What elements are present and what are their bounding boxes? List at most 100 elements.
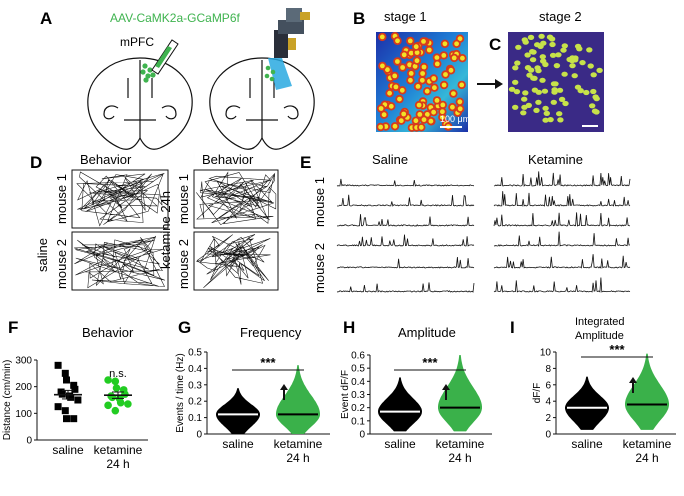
cell-blob-core <box>408 71 414 76</box>
x-category-label: ketamine <box>436 437 485 451</box>
cell-blob-core <box>408 77 413 83</box>
cell-blob-core <box>388 103 394 109</box>
x-category-label: ketamine <box>274 437 323 451</box>
cell-blob-core <box>459 82 465 88</box>
cell-blob-core <box>421 117 427 123</box>
cell-footprint <box>520 110 527 116</box>
cell-footprint <box>529 49 536 55</box>
cell-blob-core <box>434 98 440 103</box>
violin-ketamine <box>438 355 482 432</box>
panel-d-title-right: Behavior <box>202 152 254 167</box>
locomotion-path <box>76 171 165 227</box>
cell-footprint <box>530 75 537 81</box>
x-category-label: ketamine <box>94 443 143 457</box>
cell-blob-core <box>451 55 457 61</box>
panel-e: E Saline Ketamine mouse 1 mouse 2 <box>300 152 631 293</box>
panel-a: A AAV-CaMK2a-GCaMP6f mPFC <box>40 8 315 150</box>
trace-saline-2 <box>337 194 475 207</box>
data-point-ketamine <box>112 384 121 392</box>
data-point-ketamine <box>116 398 125 407</box>
cell-blob-core <box>378 124 383 130</box>
arena-box <box>193 169 279 229</box>
panel-i-title-line1: Integrated <box>575 316 625 328</box>
panel-a-label: A <box>40 9 52 28</box>
y-tick-label: 4 <box>545 397 551 408</box>
y-tick-label: 0 <box>196 430 202 441</box>
cell-footprint <box>589 103 596 109</box>
cell-blob-core <box>448 67 454 73</box>
group-label-saline: saline <box>35 238 50 272</box>
data-point-saline <box>74 396 82 404</box>
cell-footprint <box>583 89 590 96</box>
cell-blob-core <box>401 52 407 58</box>
data-point-saline <box>70 415 78 423</box>
cell-blob-core <box>440 109 445 115</box>
data-point-saline <box>67 393 75 401</box>
panel-d-title-left: Behavior <box>80 152 132 167</box>
y-tick-label: 0.1 <box>351 416 365 427</box>
x-category-label: saline <box>222 437 254 451</box>
cell-footprint <box>579 60 586 66</box>
cell-footprint <box>508 86 516 92</box>
cell-footprint <box>558 96 566 102</box>
trace-saline-1 <box>336 178 475 187</box>
y-axis-label: Distance (cm/min) <box>2 360 13 441</box>
data-point-saline <box>61 407 69 415</box>
y-tick-label: 0.1 <box>188 413 202 424</box>
arena-box <box>71 231 169 291</box>
cell-blob-core <box>417 112 423 117</box>
y-tick-label: 0.4 <box>188 364 202 375</box>
cell-footprint <box>531 87 539 93</box>
cell-footprint <box>561 71 568 77</box>
cell-footprint <box>515 44 522 50</box>
trace-saline-4 <box>336 234 475 247</box>
y-axis-label: dF/F <box>532 383 543 404</box>
y-tick-label: 6 <box>545 380 551 391</box>
y-tick-label: 100 <box>15 409 32 420</box>
cell-blob-core <box>412 63 418 69</box>
cell-footprint <box>574 43 582 49</box>
trace-ketamine-2 <box>493 191 631 207</box>
data-point-ketamine <box>104 376 112 384</box>
significance-label: *** <box>260 355 276 370</box>
cell-blob-core <box>395 59 400 64</box>
panel-e-mouse2-label: mouse 2 <box>312 243 327 293</box>
data-point-saline <box>54 403 62 411</box>
cell-blob-core <box>440 102 446 108</box>
y-tick-label: 0 <box>545 430 551 441</box>
cell-footprint <box>542 105 549 111</box>
trace-ketamine-5 <box>493 254 631 269</box>
trace-saline-6 <box>336 282 475 293</box>
cell-blob-core <box>387 90 392 96</box>
cell-blob-core <box>416 102 422 108</box>
cell-blob-core <box>431 76 437 81</box>
cell-footprint <box>535 68 542 74</box>
cell-blob-core <box>450 104 455 110</box>
x-category-label: saline <box>571 437 603 451</box>
violin-saline <box>378 377 422 432</box>
cell-footprint <box>549 52 557 58</box>
cell-blob-core <box>399 87 405 93</box>
cell-footprint <box>543 110 550 116</box>
injection-site <box>140 63 156 83</box>
cell-footprint <box>560 47 567 53</box>
track-saline-mouse1 <box>71 169 169 229</box>
cell-footprint <box>551 87 558 93</box>
increase-arrow-head-icon <box>280 384 288 390</box>
x-category-label: saline <box>52 443 84 457</box>
x-category-label-line2: 24 h <box>106 457 129 471</box>
cell-footprint <box>524 52 531 58</box>
violin-saline <box>216 388 260 434</box>
cell-blob-core <box>424 88 430 94</box>
cell-footprint <box>561 43 568 49</box>
panel-c-label: C <box>489 35 501 54</box>
locomotion-path <box>196 234 271 289</box>
locomotion-path <box>196 171 277 226</box>
cell-footprint <box>590 72 597 78</box>
mouse-label-saline-2: mouse 2 <box>54 239 69 289</box>
data-point-saline <box>63 376 70 384</box>
cell-blob-core <box>413 118 419 124</box>
